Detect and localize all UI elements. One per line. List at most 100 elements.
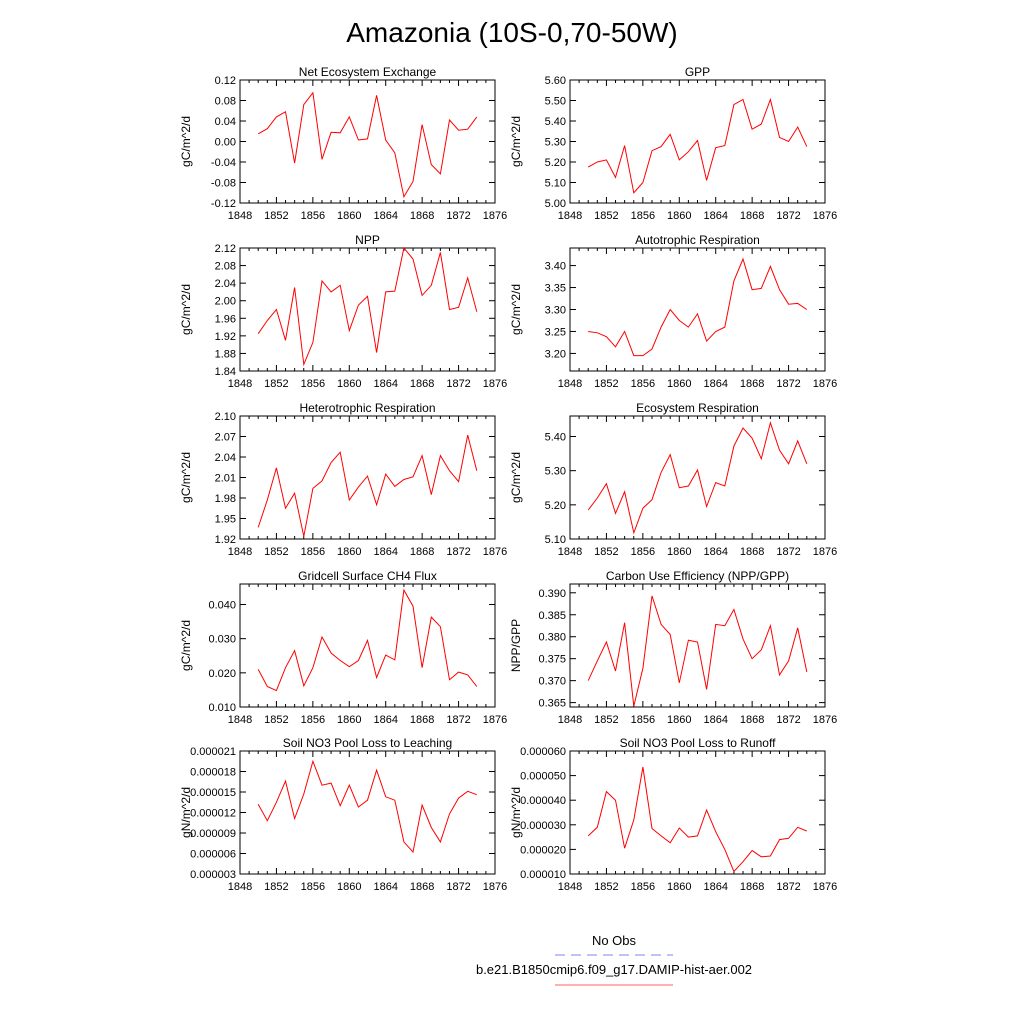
x-tick-label: 1856 [631, 378, 655, 390]
x-tick-label: 1876 [813, 546, 837, 558]
y-tick-label: -0.12 [211, 198, 236, 210]
x-tick-label: 1872 [776, 546, 800, 558]
y-tick-label: 1.84 [215, 366, 236, 378]
y-tick-label: -0.08 [211, 178, 236, 190]
y-tick-label: 0.000050 [520, 771, 566, 783]
panel-6: Gridcell Surface CH4 Flux gC/m^2/d 1848 185… [179, 569, 507, 726]
x-tick-label: 1860 [337, 210, 361, 222]
x-tick-label: 1848 [558, 546, 582, 558]
panel-title: Ecosystem Respiration [636, 401, 759, 415]
panels: Net Ecosystem Exchange gC/m^2/d 1848 1852 18… [179, 65, 837, 893]
y-tick-label: 3.40 [545, 261, 566, 273]
series-line [257, 91, 478, 199]
x-tick-label: 1848 [228, 881, 252, 893]
x-tick-label: 1864 [703, 546, 727, 558]
y-tick-label: 5.30 [545, 137, 566, 149]
x-tick-label: 1856 [301, 714, 325, 726]
series-line [257, 759, 477, 854]
y-tick-label: 3.30 [545, 305, 566, 317]
y-tick-label: 0.040 [208, 600, 236, 612]
series-line [587, 421, 808, 535]
y-tick-label: 0.000020 [520, 844, 566, 856]
y-axis-label: gN/m^2/d [179, 787, 193, 838]
x-tick-label: 1860 [667, 210, 691, 222]
x-tick-label: 1848 [558, 210, 582, 222]
panel-title: Soil NO3 Pool Loss to Runoff [620, 736, 777, 750]
x-tick-label: 1860 [667, 378, 691, 390]
x-tick-label: 1848 [228, 378, 252, 390]
y-tick-label: 1.98 [215, 493, 236, 505]
x-tick-label: 1856 [301, 881, 325, 893]
panel-title: Autotrophic Respiration [635, 233, 760, 247]
panel-title: GPP [685, 65, 710, 79]
series-line [257, 434, 478, 537]
x-tick-label: 1848 [558, 378, 582, 390]
x-tick-label: 1852 [594, 714, 618, 726]
x-tick-label: 1872 [776, 881, 800, 893]
figure-title: Amazonia (10S-0,70-50W) [346, 17, 677, 48]
x-tick-label: 1848 [228, 546, 252, 558]
x-tick-label: 1876 [483, 210, 507, 222]
x-tick-label: 1860 [337, 714, 361, 726]
x-tick-label: 1864 [373, 378, 397, 390]
legend: No Obs b.e21.B1850cmip6.f09_g17.DAMIP-hi… [476, 933, 752, 986]
y-tick-label: 2.00 [215, 296, 236, 308]
y-tick-label: 1.92 [215, 331, 236, 343]
x-tick-label: 1860 [667, 546, 691, 558]
x-tick-label: 1852 [264, 714, 288, 726]
y-tick-label: 2.04 [215, 452, 236, 464]
x-tick-label: 1852 [264, 210, 288, 222]
y-tick-label: 0.030 [208, 634, 236, 646]
y-tick-label: 0.010 [208, 702, 236, 714]
x-tick-label: 1856 [301, 210, 325, 222]
y-tick-label: 0.000021 [190, 746, 236, 758]
y-tick-label: 0.380 [538, 632, 566, 644]
x-tick-label: 1868 [410, 546, 434, 558]
x-tick-label: 1856 [631, 714, 655, 726]
x-tick-label: 1872 [446, 546, 470, 558]
y-tick-label: 5.60 [545, 75, 566, 87]
series-line [257, 588, 478, 692]
x-tick-label: 1876 [483, 378, 507, 390]
y-tick-label: 0.04 [215, 116, 236, 128]
x-tick-label: 1856 [631, 210, 655, 222]
y-tick-label: 5.00 [545, 198, 566, 210]
x-tick-label: 1864 [373, 881, 397, 893]
y-tick-label: 0.000030 [520, 820, 566, 832]
y-tick-label: 1.96 [215, 313, 236, 325]
y-tick-label: 3.25 [545, 326, 566, 338]
panel-title: Heterotrophic Respiration [299, 401, 435, 415]
y-tick-label: 0.385 [538, 610, 566, 622]
x-tick-label: 1876 [813, 210, 837, 222]
y-tick-label: 0.000006 [190, 849, 236, 861]
panel-3: Autotrophic Respiration gC/m^2/d 1848 1852 1… [509, 233, 837, 390]
x-tick-label: 1876 [813, 881, 837, 893]
y-axis-label: gC/m^2/d [509, 116, 523, 167]
x-tick-label: 1872 [446, 881, 470, 893]
y-tick-label: 5.40 [545, 432, 566, 444]
panel-title: Net Ecosystem Exchange [299, 65, 437, 79]
y-tick-label: 5.50 [545, 96, 566, 108]
y-tick-label: 0.000009 [190, 828, 236, 840]
y-tick-label: 2.01 [215, 473, 236, 485]
x-tick-label: 1868 [740, 210, 764, 222]
x-tick-label: 1876 [813, 714, 837, 726]
x-tick-label: 1848 [228, 714, 252, 726]
legend-label-obs: No Obs [592, 933, 637, 948]
x-tick-label: 1856 [631, 881, 655, 893]
y-tick-label: 0.000012 [190, 808, 236, 820]
series-line [587, 766, 807, 873]
y-tick-label: 5.20 [545, 157, 566, 169]
y-tick-label: 0.390 [538, 588, 566, 600]
y-tick-label: 0.375 [538, 654, 566, 666]
y-tick-label: 3.20 [545, 348, 566, 360]
y-tick-label: 2.12 [215, 243, 236, 255]
y-tick-label: 1.92 [215, 534, 236, 546]
y-tick-label: 0.000060 [520, 746, 566, 758]
x-tick-label: 1868 [410, 378, 434, 390]
x-tick-label: 1872 [446, 714, 470, 726]
x-tick-label: 1872 [776, 714, 800, 726]
y-tick-label: -0.04 [211, 157, 236, 169]
y-tick-label: 5.10 [545, 178, 566, 190]
y-tick-label: 0.00 [215, 137, 236, 149]
